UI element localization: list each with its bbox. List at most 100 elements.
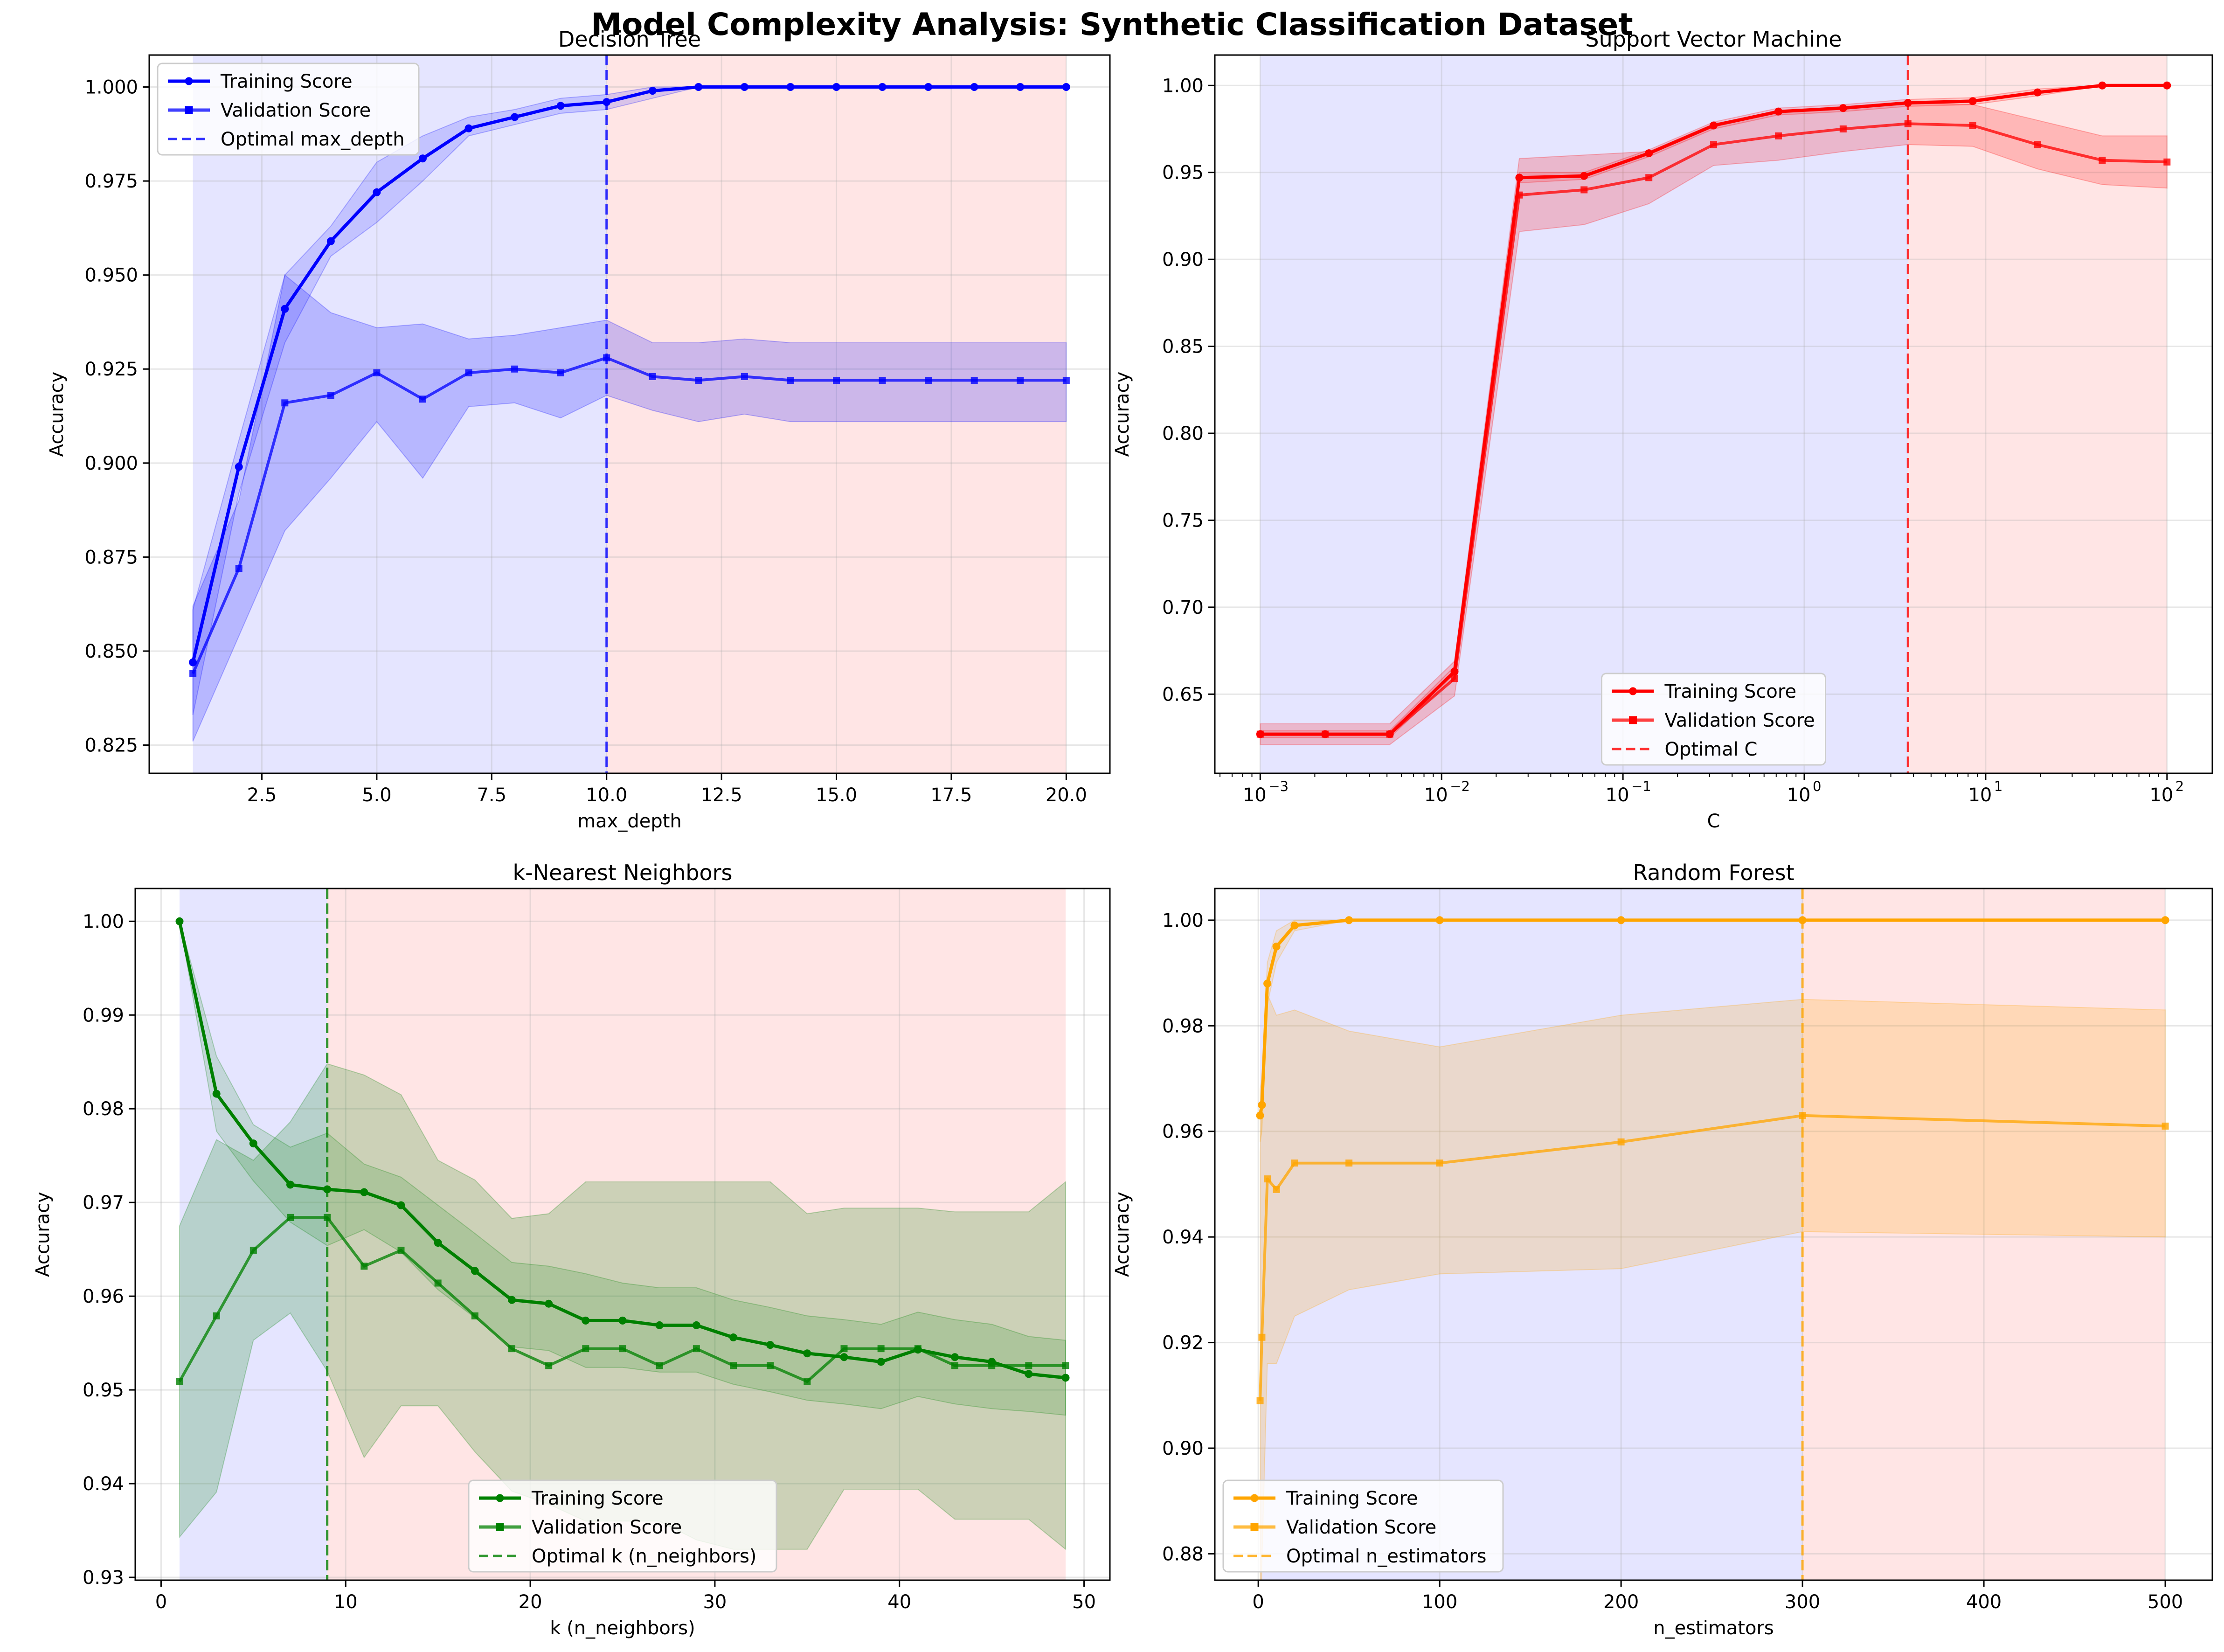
legend-box bbox=[468, 1479, 777, 1573]
data-point bbox=[840, 1353, 848, 1361]
data-point bbox=[582, 1316, 590, 1325]
x-axis-label: n_estimators bbox=[1653, 1617, 1774, 1639]
y-axis-label: Accuracy bbox=[1112, 372, 1133, 457]
data-point bbox=[545, 1362, 553, 1369]
x-tick-label: 10 bbox=[334, 1591, 358, 1613]
data-point bbox=[695, 376, 702, 384]
data-point bbox=[877, 1358, 885, 1366]
data-point bbox=[970, 376, 978, 384]
x-tick-label: 10 bbox=[1968, 784, 1992, 806]
data-point bbox=[1256, 730, 1264, 738]
data-point bbox=[1774, 107, 1782, 116]
data-point bbox=[1263, 979, 1272, 988]
data-point bbox=[1062, 376, 1070, 384]
data-point bbox=[648, 87, 657, 95]
data-point bbox=[655, 1321, 664, 1329]
confidence-band-1 bbox=[179, 1063, 1066, 1550]
data-point bbox=[833, 376, 840, 384]
legend: Training Score Validation Score Optimal n_… bbox=[1222, 1479, 1504, 1573]
y-tick-label: 0.925 bbox=[84, 359, 138, 380]
data-point bbox=[1025, 1370, 1033, 1378]
y-tick-label: 0.98 bbox=[1162, 1015, 1204, 1037]
legend-marker bbox=[1629, 716, 1637, 724]
data-point bbox=[787, 376, 794, 384]
data-point bbox=[1451, 675, 1458, 682]
data-point bbox=[1290, 921, 1299, 930]
x-tick-label: 30 bbox=[703, 1591, 727, 1613]
x-tick-label: 20 bbox=[519, 1591, 542, 1613]
legend-item: Training Score bbox=[1612, 681, 1796, 702]
legend-box bbox=[1222, 1479, 1504, 1573]
series-line-1 bbox=[1259, 1114, 2166, 1401]
data-point bbox=[840, 1345, 848, 1353]
x-tick-label: 400 bbox=[1966, 1591, 2002, 1613]
data-point bbox=[189, 670, 197, 677]
x-tick-label: 0 bbox=[155, 1591, 167, 1613]
x-tick-exponent: −3 bbox=[1268, 778, 1289, 794]
data-point bbox=[2098, 81, 2106, 90]
legend-item: Validation Score bbox=[168, 100, 371, 121]
data-point bbox=[2162, 1122, 2169, 1130]
data-point bbox=[1017, 376, 1024, 384]
data-point bbox=[1345, 916, 1353, 924]
series-line-0 bbox=[1258, 918, 2166, 1116]
data-point bbox=[2161, 916, 2169, 924]
legend-label: Training Score bbox=[531, 1488, 664, 1509]
x-tick-label: 15.0 bbox=[816, 784, 857, 806]
data-point bbox=[286, 1180, 294, 1189]
legend-item: Optimal n_estimators bbox=[1233, 1546, 1487, 1567]
legend-item: Validation Score bbox=[1233, 1517, 1436, 1538]
x-tick-exponent: −2 bbox=[1450, 778, 1470, 794]
x-tick-label: 5.0 bbox=[362, 784, 392, 806]
data-point bbox=[176, 1378, 183, 1385]
data-point bbox=[1617, 916, 1625, 924]
y-tick-label: 0.98 bbox=[83, 1098, 124, 1120]
data-point bbox=[656, 1362, 663, 1369]
chart-title: k-Nearest Neighbors bbox=[513, 860, 732, 885]
y-tick-label: 1.000 bbox=[84, 77, 138, 98]
x-tick-label: 500 bbox=[2148, 1591, 2183, 1613]
data-point bbox=[730, 1362, 737, 1369]
data-point bbox=[175, 917, 184, 925]
data-point bbox=[1062, 1362, 1069, 1369]
legend-box bbox=[1601, 673, 1826, 766]
data-point bbox=[235, 463, 243, 471]
y-tick-label: 0.92 bbox=[1162, 1333, 1204, 1354]
legend-label: Validation Score bbox=[532, 1517, 682, 1538]
x-tick-label: 40 bbox=[887, 1591, 911, 1613]
data-point bbox=[1617, 1138, 1625, 1145]
data-point bbox=[1386, 730, 1393, 738]
legend-item: Training Score bbox=[479, 1488, 664, 1509]
data-point bbox=[1345, 1159, 1353, 1167]
y-tick-label: 0.99 bbox=[83, 1005, 124, 1026]
data-point bbox=[1264, 1175, 1271, 1183]
data-point bbox=[1774, 132, 1782, 139]
chart-2: 0 10 20 30 40 50 0.93 0.94 0.95 0.96 0.97 0.98 0.99 1… bbox=[32, 860, 1111, 1639]
y-tick-label: 0.85 bbox=[1162, 336, 1204, 358]
legend-label: Validation Score bbox=[1665, 710, 1815, 731]
data-point bbox=[970, 83, 978, 91]
legend-item: Optimal k (n_neighbors) bbox=[479, 1546, 756, 1567]
data-point bbox=[249, 1139, 257, 1148]
data-point bbox=[1062, 83, 1070, 91]
y-tick-label: 0.65 bbox=[1162, 684, 1204, 705]
overfit-region bbox=[606, 55, 1067, 773]
axes-frame bbox=[1214, 54, 2213, 774]
series-line-0 bbox=[191, 85, 1067, 663]
y-tick-label: 0.90 bbox=[1162, 249, 1204, 271]
legend-label: Optimal n_estimators bbox=[1286, 1546, 1487, 1567]
series-line-1 bbox=[191, 356, 1067, 674]
data-point bbox=[465, 369, 472, 376]
data-point bbox=[1016, 83, 1025, 91]
data-point bbox=[692, 1321, 700, 1329]
x-tick-label: 7.5 bbox=[477, 784, 506, 806]
axes-frame bbox=[148, 54, 1111, 774]
data-point bbox=[212, 1090, 221, 1098]
figure-title: Model Complexity Analysis: Synthetic Cla… bbox=[591, 7, 1633, 42]
data-point bbox=[914, 1345, 921, 1353]
confidence-band-1 bbox=[1260, 994, 2166, 1580]
data-point bbox=[556, 102, 565, 110]
data-point bbox=[1968, 97, 1977, 105]
data-point bbox=[1322, 730, 1329, 738]
